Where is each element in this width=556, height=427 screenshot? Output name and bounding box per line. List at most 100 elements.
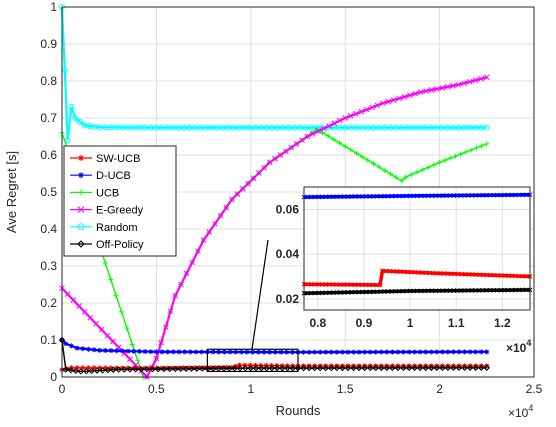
series-marker xyxy=(484,141,490,147)
series-marker xyxy=(99,367,106,374)
series-marker xyxy=(308,124,315,131)
series-marker xyxy=(404,124,411,131)
series-marker xyxy=(405,364,413,372)
series-marker xyxy=(119,309,125,315)
series-marker xyxy=(389,364,396,372)
series-marker xyxy=(138,366,145,373)
inset-series-marker xyxy=(367,289,373,295)
inset-series-marker xyxy=(319,194,325,200)
x-tick-label: 2.5 xyxy=(526,382,543,396)
series-marker xyxy=(358,108,365,115)
series-marker xyxy=(421,124,428,131)
inset-series-marker xyxy=(465,288,471,293)
series-marker xyxy=(389,349,395,355)
series-marker xyxy=(284,364,291,372)
series-marker xyxy=(484,349,490,355)
inset-series-marker xyxy=(470,272,475,277)
series-marker xyxy=(113,293,119,299)
inset-series-marker xyxy=(382,289,387,294)
inset-series-marker xyxy=(516,287,522,293)
inset-series-marker xyxy=(451,288,457,293)
series-marker xyxy=(102,124,109,131)
series-marker xyxy=(80,365,86,371)
series-marker xyxy=(273,364,281,372)
inset-series-marker xyxy=(316,290,321,296)
series-marker xyxy=(351,349,357,355)
series-marker xyxy=(267,349,273,355)
inset-series-marker xyxy=(356,289,362,295)
series-marker xyxy=(353,124,360,131)
series-marker xyxy=(461,80,467,87)
series-marker xyxy=(417,89,424,95)
series-marker xyxy=(136,124,143,131)
zoom-box xyxy=(206,348,299,373)
series-marker xyxy=(74,345,80,351)
y-axis-label: Ave Regret [s] xyxy=(4,151,19,233)
series-marker xyxy=(274,124,281,131)
inset-series-marker xyxy=(378,193,384,199)
series-marker xyxy=(325,133,331,139)
inset-series-marker xyxy=(327,290,332,296)
inset-series-marker xyxy=(469,288,475,293)
inset-series-marker xyxy=(370,282,376,288)
series-marker xyxy=(127,356,133,363)
series-marker xyxy=(226,365,233,372)
series-marker xyxy=(238,349,244,355)
inset-x-tick-label: 0.8 xyxy=(309,316,326,330)
series-marker xyxy=(191,365,197,371)
inset-series-marker xyxy=(411,288,417,294)
series-marker xyxy=(432,124,439,131)
series-marker xyxy=(131,348,137,354)
series-marker xyxy=(242,362,248,368)
inset-series-marker xyxy=(338,290,343,295)
series-marker xyxy=(136,348,142,354)
series-marker xyxy=(483,74,490,81)
inset-series-marker xyxy=(505,287,511,293)
series-marker xyxy=(78,155,84,161)
x-tick-label: 0 xyxy=(59,382,66,396)
series-marker xyxy=(331,120,338,127)
inset-series-marker xyxy=(352,194,358,199)
series-marker xyxy=(247,362,253,368)
series-marker xyxy=(245,180,251,187)
series-marker xyxy=(406,349,412,355)
series-marker xyxy=(74,365,80,371)
series-marker xyxy=(182,365,190,372)
series-marker xyxy=(62,366,69,373)
series-marker xyxy=(439,85,446,91)
y-tick-label: 0.1 xyxy=(40,333,57,347)
legend-label: UCB xyxy=(96,187,119,199)
series-marker xyxy=(326,123,332,129)
inset-series-marker xyxy=(447,288,453,293)
inset-series-marker xyxy=(484,287,489,293)
series-marker xyxy=(378,364,385,372)
series-marker xyxy=(400,364,407,372)
series-marker xyxy=(272,155,278,162)
inset-series-marker xyxy=(356,282,361,288)
inset-series-marker xyxy=(380,268,385,274)
series-marker xyxy=(367,349,373,355)
series-marker xyxy=(230,124,237,131)
series-marker xyxy=(159,349,165,355)
series-marker xyxy=(320,130,326,136)
series-marker xyxy=(455,81,462,88)
inset-series-marker xyxy=(383,268,389,274)
series-off-policy xyxy=(58,336,491,375)
inset-series-marker xyxy=(414,288,420,294)
inset-series-marker xyxy=(341,290,347,295)
series-marker xyxy=(380,100,386,107)
series-marker xyxy=(167,308,174,315)
inset-x-tick-label: 0.9 xyxy=(356,316,373,330)
series-marker xyxy=(483,364,491,371)
inset-series-marker xyxy=(405,269,411,275)
series-marker xyxy=(218,364,224,370)
inset-series-marker xyxy=(513,287,518,293)
series-marker xyxy=(199,365,206,372)
inset-series-marker xyxy=(506,273,511,279)
series-marker xyxy=(450,82,456,89)
axes-frame xyxy=(61,6,535,378)
inset-series-marker xyxy=(305,281,310,287)
series-marker xyxy=(395,349,401,355)
y-tick-label: 0.7 xyxy=(40,111,57,125)
series-marker xyxy=(258,364,265,372)
